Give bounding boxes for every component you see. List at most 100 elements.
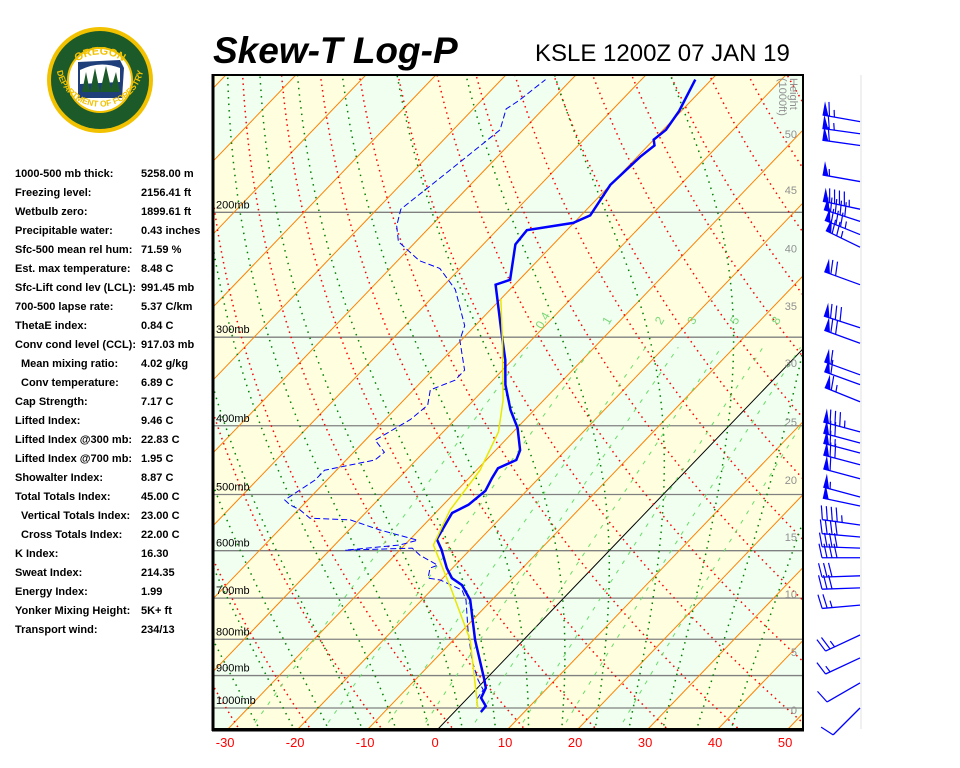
chart-title: Skew-T Log-P xyxy=(213,30,458,71)
wind-barb-full xyxy=(827,574,833,589)
wind-barb-pennant xyxy=(824,317,830,333)
moist-adiabat xyxy=(730,519,803,729)
wind-barbs xyxy=(816,101,861,736)
wind-barb-staff xyxy=(823,454,861,466)
isobar-label: 300mb xyxy=(216,324,250,336)
stat-row: Wetbulb zero: 1899.61 ft xyxy=(15,206,191,224)
wind-barb-full xyxy=(817,563,823,578)
wind-barb-staff xyxy=(822,497,861,507)
stat-value: 7.17 C xyxy=(141,396,174,408)
stat-value: 45.00 C xyxy=(141,491,180,503)
wind-barb-half xyxy=(829,640,836,648)
moist-adiabat xyxy=(661,75,735,729)
wind-barb-full xyxy=(834,305,838,320)
stat-row: Cap Strength: 7.17 C xyxy=(15,396,173,414)
stat-row: Precipitable water: 0.43 inches xyxy=(15,225,200,243)
stat-label: Wetbulb zero: xyxy=(15,206,88,218)
isotherm-line xyxy=(507,420,803,729)
mixing-ratio-line xyxy=(323,347,594,729)
wind-barb-pennant xyxy=(823,302,830,318)
wind-barb-half xyxy=(840,230,844,239)
dry-adiabat xyxy=(358,75,740,729)
wind-barb-pennant xyxy=(822,126,829,142)
wind-barb-staff xyxy=(823,442,861,454)
wind-barb xyxy=(817,574,861,590)
moist-adiabat xyxy=(226,75,431,729)
stat-row: Total Totals Index: 45.00 C xyxy=(15,491,180,509)
mixing-ratio-line xyxy=(383,347,646,729)
wind-barb-full xyxy=(829,520,833,535)
stat-row: K Index: 16.30 xyxy=(15,548,169,566)
stat-row: Sweat Index: 214.35 xyxy=(15,567,175,585)
isotherm-line xyxy=(213,75,367,235)
dry-adiabat xyxy=(814,55,960,732)
dry-adiabat xyxy=(280,75,598,729)
wind-barb-full xyxy=(820,726,834,736)
wind-barb-staff xyxy=(822,533,861,538)
wind-barb-pennant xyxy=(823,441,830,457)
dry-adiabat xyxy=(891,55,960,732)
dry-adiabat xyxy=(241,75,526,729)
wind-barb xyxy=(817,594,861,610)
stat-value: 991.45 mb xyxy=(141,282,195,294)
isobar-label: 400mb xyxy=(216,413,250,425)
wind-barb-staff xyxy=(822,575,861,578)
wind-barb-full xyxy=(833,543,838,558)
temperature-tick-label: 10 xyxy=(498,735,512,750)
isotherm-line xyxy=(213,75,437,308)
mixing-ratio-line xyxy=(470,347,722,729)
wind-barb-full xyxy=(833,533,838,548)
wind-barb-full xyxy=(830,375,835,391)
stat-label: Sweat Index: xyxy=(15,567,83,579)
dry-adiabat xyxy=(213,193,455,729)
isotherm-line xyxy=(213,75,647,527)
isotherm-line xyxy=(787,712,803,729)
wind-barb xyxy=(817,682,861,703)
wind-barb-half xyxy=(825,665,831,673)
moist-adiabat xyxy=(296,75,497,729)
wind-barb xyxy=(823,429,861,454)
stat-row: Lifted Index @700 mb: 1.95 C xyxy=(15,453,173,471)
wind-barb xyxy=(822,484,861,507)
stat-value: 8.48 C xyxy=(141,263,174,275)
wind-barb-full xyxy=(827,562,833,577)
wind-barb-full xyxy=(816,639,827,652)
zero-isotherm xyxy=(437,348,803,729)
wind-barb xyxy=(820,505,861,526)
wind-barb-full xyxy=(834,320,839,335)
wind-barb-pennant xyxy=(822,484,829,500)
wind-barb-pennant xyxy=(824,358,830,374)
wind-barb xyxy=(823,441,861,466)
wind-barb xyxy=(824,358,861,386)
stat-label: Lifted Index @700 mb: xyxy=(15,453,133,465)
wind-barb-full xyxy=(825,506,828,521)
stat-label: Conv temperature: xyxy=(21,377,119,389)
wind-barb-staff xyxy=(823,468,861,480)
stat-value: 6.89 C xyxy=(141,377,174,389)
temperature-tick-label: -20 xyxy=(286,735,305,750)
stat-value: 5K+ ft xyxy=(141,605,172,617)
stat-row: ThetaE index: 0.84 C xyxy=(15,320,173,338)
wind-barb xyxy=(823,419,861,444)
stat-row: Mean mixing ratio: 4.02 g/kg xyxy=(15,358,188,376)
mixing-ratio-line xyxy=(249,347,529,729)
wind-barb-staff xyxy=(822,519,861,526)
wind-barb-full xyxy=(829,442,832,457)
wind-barb-pennant xyxy=(824,374,831,390)
wind-barb-full xyxy=(835,210,839,225)
wind-barb-full xyxy=(817,594,823,609)
wind-barb xyxy=(818,543,860,559)
dry-adiabat xyxy=(853,55,960,732)
moist-adiabat xyxy=(213,482,330,729)
wind-barb-staff xyxy=(825,229,861,248)
wind-barb-half xyxy=(833,122,835,131)
stat-row: Est. max temperature: 8.48 C xyxy=(15,263,173,281)
stat-value: 8.87 C xyxy=(141,472,174,484)
wind-barb-full xyxy=(823,532,828,548)
wind-barb-pennant xyxy=(823,408,830,424)
logo-text-top: OREGON xyxy=(73,45,128,64)
wind-barb-full xyxy=(839,212,844,227)
stat-row: Sfc-Lift cond lev (LCL): 991.45 mb xyxy=(15,282,194,300)
wind-barb-staff xyxy=(823,432,861,444)
